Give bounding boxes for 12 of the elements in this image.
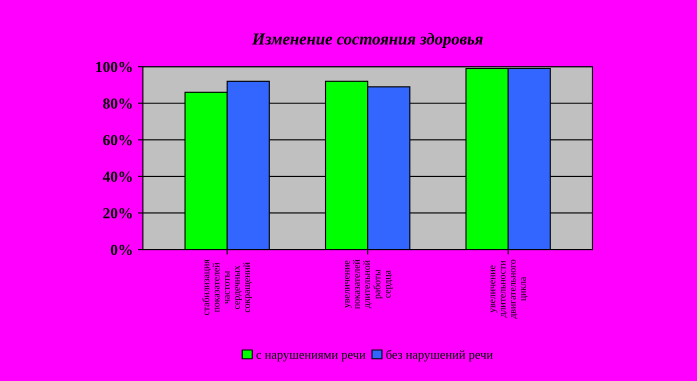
y-tick-label: 100% <box>96 62 132 72</box>
x-tick-label: увеличение показателей длительной работы сердца <box>344 260 393 309</box>
y-tick-label: 20% <box>103 208 132 218</box>
x-tick-label: стабилизация показателей частоты сердечных сокращений <box>202 259 252 316</box>
legend-label: с нарушениями речи <box>256 352 366 362</box>
y-tick-label: 40% <box>102 172 132 182</box>
x-tick-label: увеличение длительности двигательного цикла <box>490 260 528 319</box>
y-tick-label: 0% <box>110 244 132 256</box>
chart-title: Изменение состояния здоровья <box>252 32 483 48</box>
y-tick-label: 80% <box>103 98 132 109</box>
legend-label: без нарушений речи <box>386 350 493 362</box>
y-tick-label: 60% <box>103 134 132 146</box>
